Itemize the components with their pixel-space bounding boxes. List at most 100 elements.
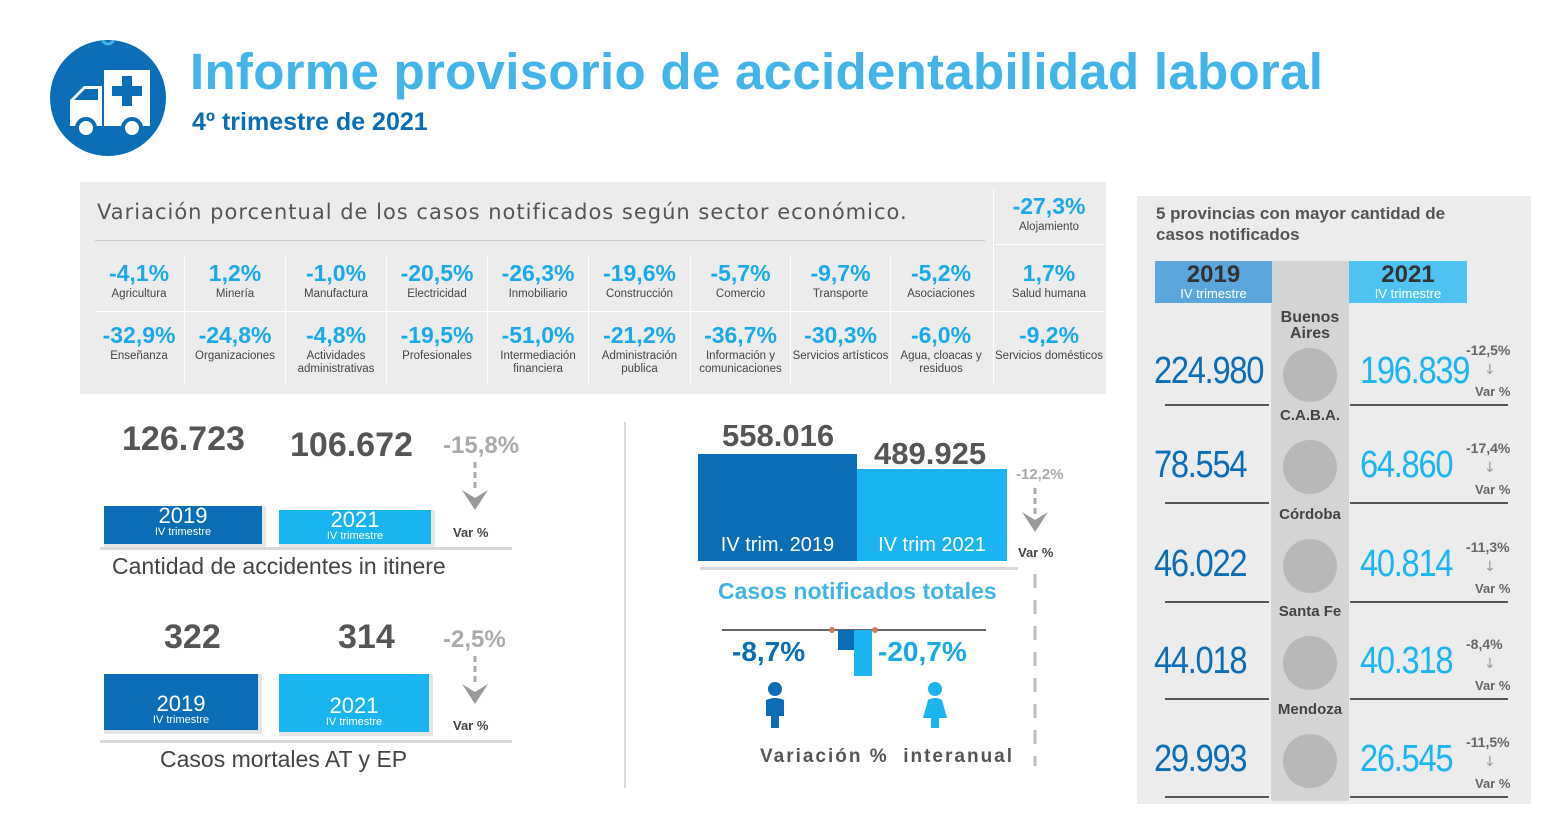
province-var-label: Var %: [1475, 384, 1511, 399]
province-2021-value: 40.318: [1360, 640, 1454, 682]
sector-cell: -4,1% Agricultura: [95, 260, 183, 301]
male-variation: -8,7%: [732, 636, 806, 667]
sector-col-divider: [285, 256, 286, 384]
province-var-value: -8,4%: [1466, 636, 1503, 652]
sector-cell: -5,7% Comercio: [692, 260, 789, 301]
down-arrow-icon: ↓: [1484, 362, 1496, 378]
itinere-bar-2021: 2021 IV trimestre: [279, 509, 435, 548]
sector-cell: -20,5% Electricidad: [388, 260, 486, 301]
sector-cell: -9,7% Transporte: [792, 260, 889, 301]
sector-label: Organizaciones: [195, 350, 275, 362]
sector-label: Profesionales: [402, 350, 472, 362]
sector-value: -36,7%: [704, 322, 777, 348]
totales-2019-value: 558.016: [722, 418, 835, 453]
bar-sub: IV trimestre: [154, 526, 212, 538]
itinere-caption: Cantidad de accidentes in itinere: [112, 553, 446, 579]
itinere-var-value: -15,8%: [443, 432, 520, 459]
sector-label: Transporte: [812, 288, 869, 300]
down-arrow-icon: ↓: [1484, 559, 1496, 575]
sector-label: Electricidad: [407, 288, 467, 300]
province-2019-value: 224.980: [1154, 350, 1264, 392]
province-name: Mendoza: [1277, 701, 1343, 718]
sector-label: Asociaciones: [907, 288, 975, 300]
itinere-arrow-icon: [462, 462, 488, 510]
sector-title: Variación porcentual de los casos notifi…: [97, 200, 908, 224]
sector-cell: -5,2% Asociaciones: [892, 260, 990, 301]
totales-bar-2021: IV trim 2021: [857, 469, 1007, 561]
sector-value: -1,0%: [305, 260, 367, 286]
sector-value: -24,8%: [198, 322, 272, 348]
sector-cell: 1,7% Salud humana: [995, 260, 1103, 301]
header-year: 2021: [1381, 261, 1435, 288]
totales-var-value: -12,2%: [1016, 466, 1064, 483]
header-sub: IV trimestre: [1180, 286, 1247, 301]
sector-value: -20,5%: [400, 260, 474, 286]
sector-value: -9,7%: [810, 260, 871, 286]
mortales-bar-2021: 2021 IV trimestre: [279, 674, 433, 736]
mortales-divider: [100, 740, 512, 743]
sector-cell: -21,2% Administración publica: [590, 322, 689, 376]
gender-variation-graphic: [722, 627, 986, 676]
itinere-2019-value: 126.723: [122, 420, 245, 458]
provincias-header-2021: 2021 IV trimestre: [1349, 261, 1467, 303]
sector-cell: -9,2% Servicios domésticos: [995, 322, 1103, 363]
sector-cell: -19,5% Profesionales: [388, 322, 486, 363]
province-name: Buenos Aires: [1280, 309, 1340, 342]
provincias-title: 5 provincias con mayor cantidad de casos…: [1156, 204, 1446, 244]
province-row-line: [1165, 796, 1269, 798]
province-map-icon: [1283, 734, 1337, 788]
totales-bar-2021-label: IV trim 2021: [878, 534, 986, 556]
page-title: Informe provisorio de accidentabilidad l…: [190, 43, 1324, 100]
province-2021-value: 64.860: [1360, 444, 1454, 486]
province-row-line: [1165, 601, 1269, 603]
header-year: 2019: [1186, 261, 1241, 288]
sector-value: 1,7%: [1022, 260, 1076, 286]
sector-value: -6,0%: [910, 322, 972, 348]
sector-cell: 1,2% Minería: [186, 260, 284, 301]
province-row-line: [1165, 698, 1269, 700]
female-icon: [923, 682, 947, 728]
itinere-var-label: Var %: [453, 525, 489, 540]
sector-label: Manufactura: [304, 288, 368, 300]
sector-cell: -51,0% Intermediación financiera: [489, 322, 587, 376]
sector-label: Actividades administrativas: [297, 350, 375, 375]
mortales-2019-value: 322: [164, 618, 221, 656]
sector-value: -30,3%: [804, 322, 877, 348]
bar-sub: IV trimestre: [152, 714, 210, 726]
province-2021-value: 26.545: [1360, 738, 1454, 780]
header-sub: IV trimestre: [1374, 286, 1442, 301]
sector-cell: -4,8% Actividades administrativas: [287, 322, 385, 376]
sector-value: -26,3%: [501, 260, 575, 286]
down-arrow-icon: ↓: [1484, 656, 1496, 672]
sector-value: -32,9%: [102, 322, 176, 348]
province-var-value: -12,5%: [1466, 342, 1511, 358]
sector-label: Agricultura: [111, 288, 167, 300]
province-row-line: [1350, 698, 1508, 700]
province-var-label: Var %: [1475, 776, 1511, 791]
province-var-label: Var %: [1475, 678, 1511, 693]
provincias-header-2019: 2019 IV trimestre: [1155, 261, 1272, 303]
province-2019-value: 78.554: [1154, 444, 1248, 486]
province-map-icon: [1283, 348, 1337, 402]
sector-value: -51,0%: [501, 322, 575, 348]
province-2021-value: 196.839: [1360, 350, 1470, 392]
sector-value: 1,2%: [208, 260, 262, 286]
sector-col-divider: [184, 256, 185, 384]
province-var-label: Var %: [1475, 482, 1511, 497]
down-arrow-icon: ↓: [1484, 754, 1496, 770]
sector-cell: -30,3% Servicios artísticos: [792, 322, 889, 363]
mortales-bar-2019: 2019 IV trimestre: [104, 674, 262, 734]
mortales-2021-value: 314: [338, 618, 395, 656]
province-name: C.A.B.A.: [1280, 407, 1340, 424]
totales-var-label: Var %: [1018, 545, 1054, 560]
female-variation: -20,7%: [878, 636, 967, 667]
sector-label: Comercio: [715, 288, 766, 300]
province-row-line: [1350, 601, 1508, 603]
totales-bar-2019: IV trim. 2019: [698, 454, 857, 561]
sector-col-divider: [588, 256, 589, 384]
mortales-var-label: Var %: [453, 718, 489, 733]
totales-caption: Casos notificados totales: [718, 578, 997, 604]
province-var-value: -17,4%: [1466, 440, 1511, 456]
mortales-caption: Casos mortales AT y EP: [160, 746, 408, 772]
mortales-var-value: -2,5%: [443, 626, 506, 653]
